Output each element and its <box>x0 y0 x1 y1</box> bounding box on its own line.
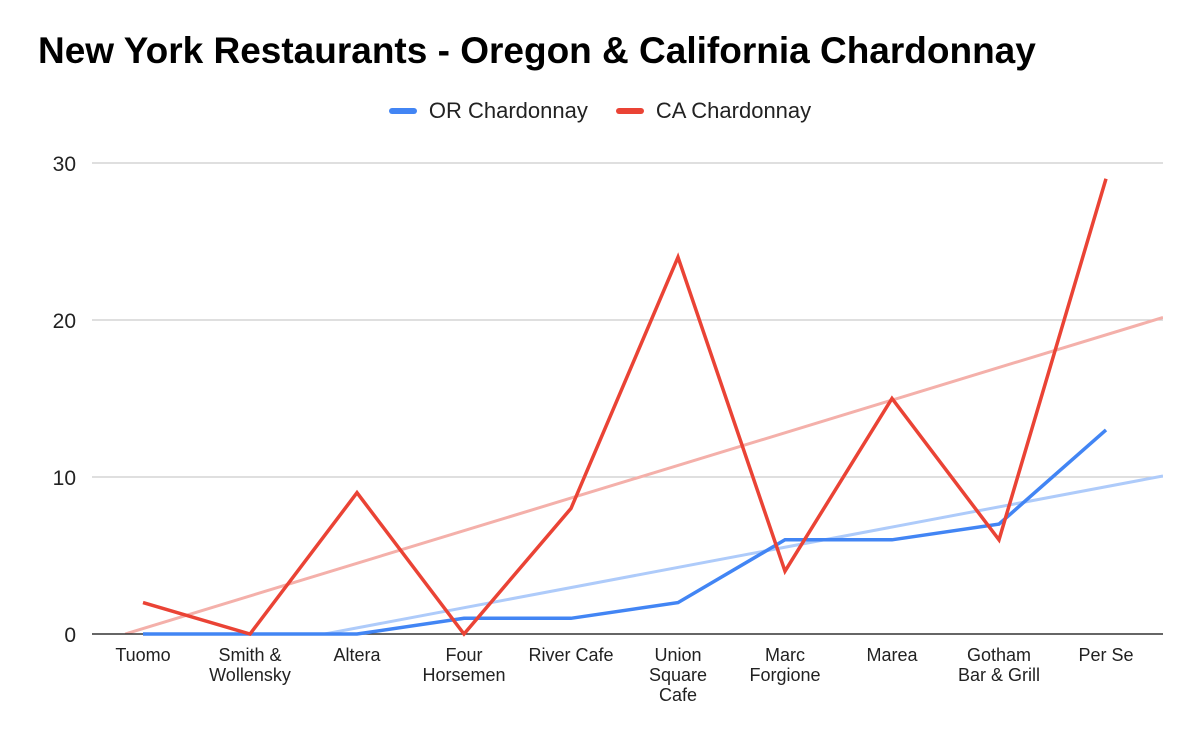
y-tick-label: 0 <box>64 624 76 647</box>
y-tick-label: 30 <box>53 153 76 176</box>
trendline-or <box>324 474 1163 634</box>
legend-swatch-or <box>388 108 417 114</box>
legend-item-ca[interactable]: CA Chardonnay <box>615 98 812 124</box>
series-line-ca <box>142 178 1108 637</box>
legend-item-or[interactable]: OR Chardonnay <box>388 98 588 124</box>
x-tick-label: Smith & Wollensky <box>209 645 291 685</box>
series-line-or <box>143 428 1108 636</box>
x-tick-label: Gotham Bar & Grill <box>958 645 1040 685</box>
y-tick-label: 20 <box>53 310 76 333</box>
x-tick-label: Four Horsemen <box>422 645 505 685</box>
x-tick-label: Altera <box>333 645 381 665</box>
chart-title: New York Restaurants - Oregon & Californ… <box>38 30 1036 71</box>
x-tick-label: Marea <box>866 645 918 665</box>
x-tick-label: River Cafe <box>528 645 613 665</box>
trendline-ca <box>124 316 1163 634</box>
legend: OR Chardonnay CA Chardonnay <box>0 98 1200 124</box>
legend-label-ca: CA Chardonnay <box>655 98 812 123</box>
legend-swatch-ca <box>615 108 644 114</box>
x-tick-label: Union Square Cafe <box>649 645 707 705</box>
legend-label-or: OR Chardonnay <box>428 98 588 123</box>
x-tick-label: Tuomo <box>115 645 170 665</box>
y-tick-label: 10 <box>53 467 76 490</box>
x-tick-label: Per Se <box>1078 645 1133 665</box>
x-tick-label: Marc Forgione <box>749 645 820 685</box>
